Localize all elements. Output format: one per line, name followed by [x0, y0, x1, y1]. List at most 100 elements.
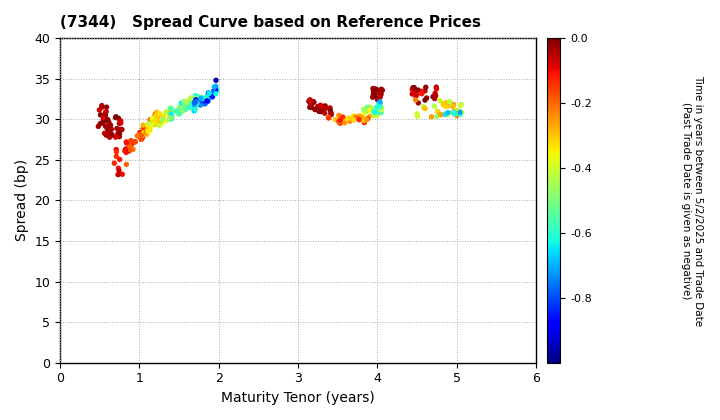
Point: [190, 99, 202, 105]
Point: [412, 113, 423, 120]
Point: [112, 130, 124, 137]
Point: [375, 91, 387, 97]
Point: [369, 111, 381, 118]
Point: [113, 167, 125, 174]
Point: [202, 91, 214, 98]
Point: [134, 129, 145, 136]
Point: [150, 115, 161, 121]
Point: [368, 87, 379, 94]
Point: [448, 109, 459, 116]
Point: [303, 98, 315, 105]
Point: [97, 114, 109, 121]
Point: [411, 91, 423, 98]
Point: [452, 107, 464, 114]
Point: [164, 108, 176, 114]
Point: [140, 127, 151, 134]
Point: [134, 131, 145, 138]
Point: [454, 108, 465, 115]
Point: [323, 115, 334, 121]
Point: [165, 108, 176, 115]
Point: [120, 146, 132, 152]
Point: [375, 106, 387, 113]
Point: [148, 118, 159, 125]
Point: [148, 119, 160, 126]
Point: [434, 97, 446, 104]
Point: [110, 113, 122, 120]
Text: (7344)   Spread Curve based on Reference Prices: (7344) Spread Curve based on Reference P…: [60, 15, 481, 30]
Point: [190, 97, 202, 103]
Point: [165, 115, 176, 121]
Point: [142, 121, 153, 128]
Point: [420, 84, 431, 91]
Point: [413, 100, 424, 106]
Point: [184, 96, 195, 102]
Point: [154, 111, 166, 118]
Point: [117, 171, 128, 178]
Point: [103, 130, 114, 137]
Point: [419, 105, 431, 112]
Point: [410, 93, 422, 100]
Point: [166, 116, 177, 123]
Point: [196, 94, 207, 101]
Point: [197, 98, 208, 105]
Point: [194, 98, 205, 105]
Point: [212, 87, 223, 94]
Point: [451, 112, 462, 119]
Point: [94, 107, 105, 113]
Point: [189, 94, 201, 101]
Point: [358, 105, 369, 112]
Point: [456, 109, 467, 116]
Point: [115, 118, 127, 124]
Point: [313, 108, 325, 115]
Point: [325, 111, 337, 118]
Point: [121, 139, 132, 146]
Point: [333, 118, 345, 125]
Point: [444, 98, 456, 105]
Point: [144, 122, 156, 129]
Point: [411, 110, 423, 117]
Point: [111, 153, 122, 160]
Point: [119, 148, 130, 155]
Point: [198, 97, 210, 104]
Point: [377, 87, 388, 94]
Point: [181, 104, 193, 111]
Point: [164, 116, 176, 123]
Point: [315, 108, 327, 115]
Point: [173, 110, 184, 117]
Point: [165, 105, 176, 111]
Point: [433, 111, 445, 118]
Point: [361, 116, 372, 123]
Point: [306, 104, 318, 110]
Point: [113, 115, 125, 122]
Point: [178, 105, 189, 112]
Point: [335, 117, 346, 123]
Point: [130, 138, 141, 145]
Point: [139, 125, 150, 132]
Point: [456, 101, 467, 108]
Point: [99, 118, 111, 124]
Point: [318, 105, 330, 111]
Point: [186, 104, 197, 111]
Point: [135, 132, 147, 139]
Point: [143, 123, 154, 130]
Point: [104, 133, 116, 140]
Point: [114, 156, 125, 163]
Point: [319, 103, 330, 110]
Point: [364, 107, 375, 113]
Point: [132, 132, 143, 139]
Point: [151, 111, 163, 118]
Point: [419, 97, 431, 103]
Point: [348, 116, 359, 123]
Point: [151, 115, 163, 121]
Point: [335, 116, 346, 123]
Point: [122, 148, 133, 155]
Point: [96, 120, 107, 126]
Point: [359, 119, 370, 126]
Point: [350, 114, 361, 121]
Point: [441, 111, 453, 118]
Point: [189, 102, 201, 109]
Point: [104, 134, 115, 141]
Point: [135, 135, 147, 142]
Point: [197, 95, 209, 102]
Point: [143, 128, 154, 135]
